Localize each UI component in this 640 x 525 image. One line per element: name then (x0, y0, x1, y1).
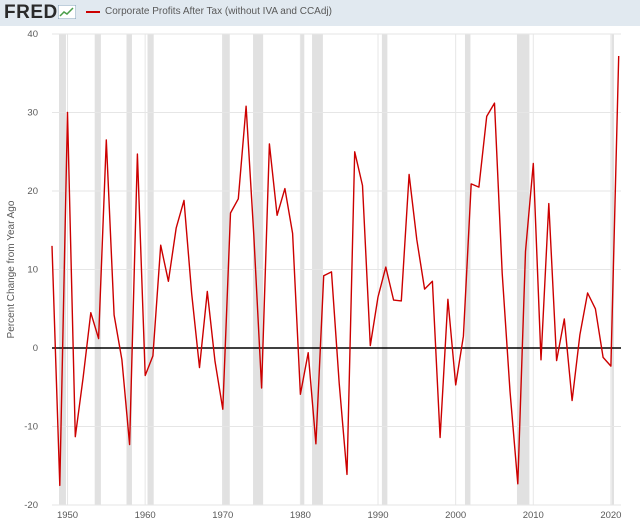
fred-chart-icon (58, 5, 76, 19)
series-group (51, 55, 620, 487)
x-tick-label: 1990 (367, 510, 388, 521)
y-tick-label: 10 (27, 265, 38, 276)
y-tick-label: -10 (24, 422, 38, 433)
x-tick-label: 2010 (523, 510, 544, 521)
x-tick-label: 2000 (445, 510, 466, 521)
x-tick-label: 2020 (600, 510, 621, 521)
y-axis-ticks: -20 -10 0 10 20 30 40 (24, 29, 38, 511)
y-tick-label: 0 (33, 343, 38, 354)
plot-area: -20 -10 0 10 20 30 40 1950 1960 1970 1980 1990 2000… (0, 26, 640, 525)
x-tick-label: 1950 (57, 510, 78, 521)
legend-label: Corporate Profits After Tax (without IVA… (105, 6, 332, 17)
gridlines (52, 33, 621, 506)
x-axis-ticks: 1950 1960 1970 1980 1990 2000 2010 2020 (57, 510, 622, 521)
y-tick-label: 20 (27, 186, 38, 197)
x-tick-label: 1980 (290, 510, 311, 521)
series-line (51, 55, 620, 487)
line-chart: -20 -10 0 10 20 30 40 1950 1960 1970 1980 1990 2000… (6, 29, 622, 521)
chart-header: FRED Corporate Profits After Tax (withou… (0, 0, 640, 26)
y-tick-label: -20 (24, 500, 38, 511)
legend-swatch (86, 10, 100, 13)
chart-legend: Corporate Profits After Tax (without IVA… (86, 6, 332, 17)
x-tick-label: 1970 (212, 510, 233, 521)
y-axis-label: Percent Change from Year Ago (6, 200, 17, 338)
x-tick-label: 1960 (135, 510, 156, 521)
y-tick-label: 30 (27, 108, 38, 119)
fred-logo: FRED (4, 2, 58, 23)
y-tick-label: 40 (27, 29, 38, 40)
